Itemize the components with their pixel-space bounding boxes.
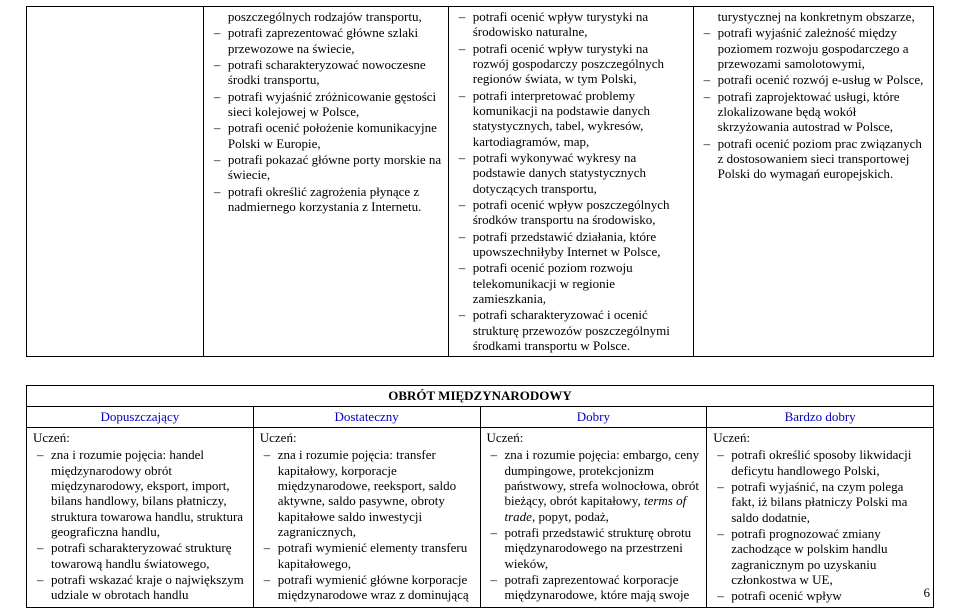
- list-item: zna i rozumie pojęcia: embargo, ceny dum…: [505, 447, 701, 524]
- col-header: Dostateczny: [253, 407, 480, 428]
- cell-col4: Uczeń: potrafi określić sposoby likwidac…: [707, 428, 934, 607]
- list-item: potrafi ocenić wpływ turystyki na rozwój…: [473, 41, 687, 87]
- page-number: 6: [924, 585, 931, 601]
- list-item: potrafi wykonywać wykresy na podstawie d…: [473, 150, 687, 196]
- list-item: zna i rozumie pojęcia: transfer kapitało…: [278, 447, 474, 539]
- list-item: potrafi ocenić rozwój e-usług w Polsce,: [718, 72, 927, 87]
- list-item: potrafi zaprezentować korporacje międzyn…: [505, 572, 701, 603]
- col-header: Dobry: [480, 407, 707, 428]
- list-item: potrafi zaprezentować główne szlaki prze…: [228, 25, 442, 56]
- uczen-label: Uczeń:: [487, 430, 701, 446]
- list-item: potrafi przedstawić strukturę obrotu mię…: [505, 525, 701, 571]
- list-item: potrafi ocenić wpływ turystyki na środow…: [473, 9, 687, 40]
- list-item: potrafi przedstawić działania, które upo…: [473, 229, 687, 260]
- table-row: poszczególnych rodzajów transportu, potr…: [27, 7, 934, 357]
- uczen-label: Uczeń:: [33, 430, 247, 446]
- uczen-label: Uczeń:: [713, 430, 927, 446]
- list-item: poszczególnych rodzajów transportu,: [210, 9, 442, 24]
- list-item: potrafi ocenić położenie komunikacyjne P…: [228, 120, 442, 151]
- list-item: potrafi wyjaśnić zróżnicowanie gęstości …: [228, 89, 442, 120]
- lower-table: OBRÓT MIĘDZYNARODOWY Dopuszczający Dosta…: [26, 385, 934, 607]
- cell-col3: Uczeń: zna i rozumie pojęcia: embargo, c…: [480, 428, 707, 607]
- list-item: potrafi wyjaśnić zależność między poziom…: [718, 25, 927, 71]
- cell-col2: Uczeń: zna i rozumie pojęcia: transfer k…: [253, 428, 480, 607]
- list-item: zna i rozumie pojęcia: handel międzynaro…: [51, 447, 247, 539]
- list-item: potrafi wskazać kraje o największym udzi…: [51, 572, 247, 603]
- list-item: potrafi ocenić wpływ: [731, 588, 927, 603]
- list-item: potrafi ocenić poziom rozwoju telekomuni…: [473, 260, 687, 306]
- list-item: potrafi określić sposoby likwidacji defi…: [731, 447, 927, 478]
- list-item: potrafi ocenić poziom prac związanych z …: [718, 136, 927, 182]
- uczen-label: Uczeń:: [260, 430, 474, 446]
- list-item: potrafi ocenić wpływ poszczególnych środ…: [473, 197, 687, 228]
- col-header: Bardzo dobry: [707, 407, 934, 428]
- list-item: potrafi scharakteryzować strukturę towar…: [51, 540, 247, 571]
- list-item: potrafi interpretować problemy komunikac…: [473, 88, 687, 149]
- upper-table: poszczególnych rodzajów transportu, potr…: [26, 6, 934, 357]
- col-header: Dopuszczający: [27, 407, 254, 428]
- cell-col4: turystycznej na konkretnym obszarze, pot…: [693, 7, 933, 357]
- cell-col1: Uczeń: zna i rozumie pojęcia: handel mię…: [27, 428, 254, 607]
- list-item: potrafi wymienić elementy transferu kapi…: [278, 540, 474, 571]
- table-title-row: OBRÓT MIĘDZYNARODOWY: [27, 386, 934, 407]
- list-item: turystycznej na konkretnym obszarze,: [700, 9, 927, 24]
- section-title: OBRÓT MIĘDZYNARODOWY: [27, 386, 934, 407]
- cell-col3: potrafi ocenić wpływ turystyki na środow…: [448, 7, 693, 357]
- list-item: potrafi wymienić główne korporacje międz…: [278, 572, 474, 603]
- list-item: potrafi wyjaśnić, na czym polega fakt, i…: [731, 479, 927, 525]
- list-item: potrafi pokazać główne porty morskie na …: [228, 152, 442, 183]
- cell-empty: [27, 7, 204, 357]
- cell-col2: poszczególnych rodzajów transportu, potr…: [203, 7, 448, 357]
- list-item: potrafi scharakteryzować i ocenić strukt…: [473, 307, 687, 353]
- list-item: potrafi scharakteryzować nowoczesne środ…: [228, 57, 442, 88]
- table-header-row: Dopuszczający Dostateczny Dobry Bardzo d…: [27, 407, 934, 428]
- list-item: potrafi określić zagrożenia płynące z na…: [228, 184, 442, 215]
- table-row: Uczeń: zna i rozumie pojęcia: handel mię…: [27, 428, 934, 607]
- list-item: potrafi zaprojektować usługi, które zlok…: [718, 89, 927, 135]
- list-item: potrafi prognozować zmiany zachodzące w …: [731, 526, 927, 587]
